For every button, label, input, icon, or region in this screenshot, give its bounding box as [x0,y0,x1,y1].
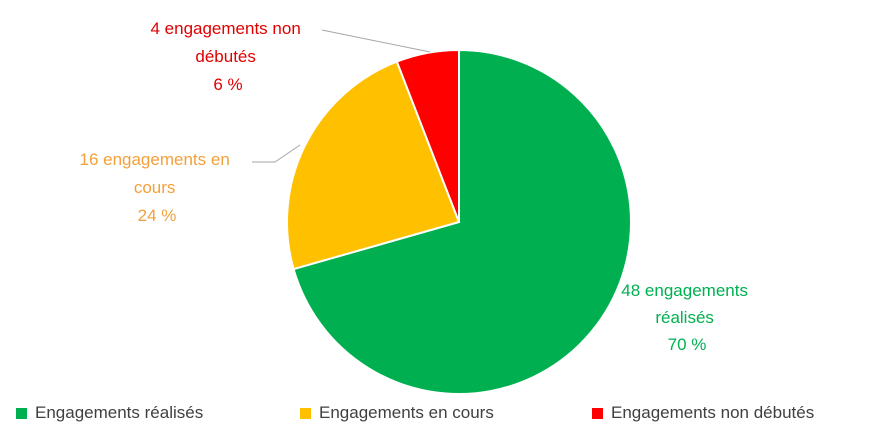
legend-item-realises: Engagements réalisés [16,403,203,423]
data-label-non-debutes-line2: débutés [195,47,256,66]
data-label-realises-line3: 70 % [668,335,707,354]
data-label-non-debutes-line1: 4 engagements non [150,19,300,38]
legend-label-realises: Engagements réalisés [35,403,204,422]
pie-slice-non-debutes [395,48,460,223]
data-label-realises-line1: 48 engagements [621,281,748,300]
pie-slices [286,48,632,395]
data-label-non-debutes: 4 engagements non débutés 6 % [150,19,305,94]
data-label-en-cours: 16 engagements en cours 24 % [79,150,234,225]
legend: Engagements réalisés Engagements en cour… [0,403,874,427]
legend-label-non-debutes: Engagements non débutés [611,403,815,422]
data-label-non-debutes-line3: 6 % [213,75,242,94]
legend-swatch-realises [16,407,27,419]
leader-line-en-cours [252,144,301,163]
pie-slice-realises [292,48,632,395]
data-label-realises: 48 engagements réalisés 70 % [621,281,752,354]
data-label-en-cours-line3: 24 % [138,206,177,225]
legend-swatch-non-debutes [592,407,603,419]
data-label-en-cours-line2: cours [134,178,176,197]
data-label-en-cours-line1: 16 engagements en [79,150,229,169]
leader-lines [252,29,431,163]
legend-item-en-cours: Engagements en cours [300,403,494,423]
legend-swatch-en-cours [300,407,311,419]
data-label-realises-line2: réalisés [655,308,714,327]
leader-line-non-debutes [321,29,431,53]
legend-label-en-cours: Engagements en cours [319,403,494,422]
pie-chart: 48 engagements réalisés 70 % 16 engageme… [79,19,752,395]
legend-item-non-debutes: Engagements non débutés [592,403,814,423]
